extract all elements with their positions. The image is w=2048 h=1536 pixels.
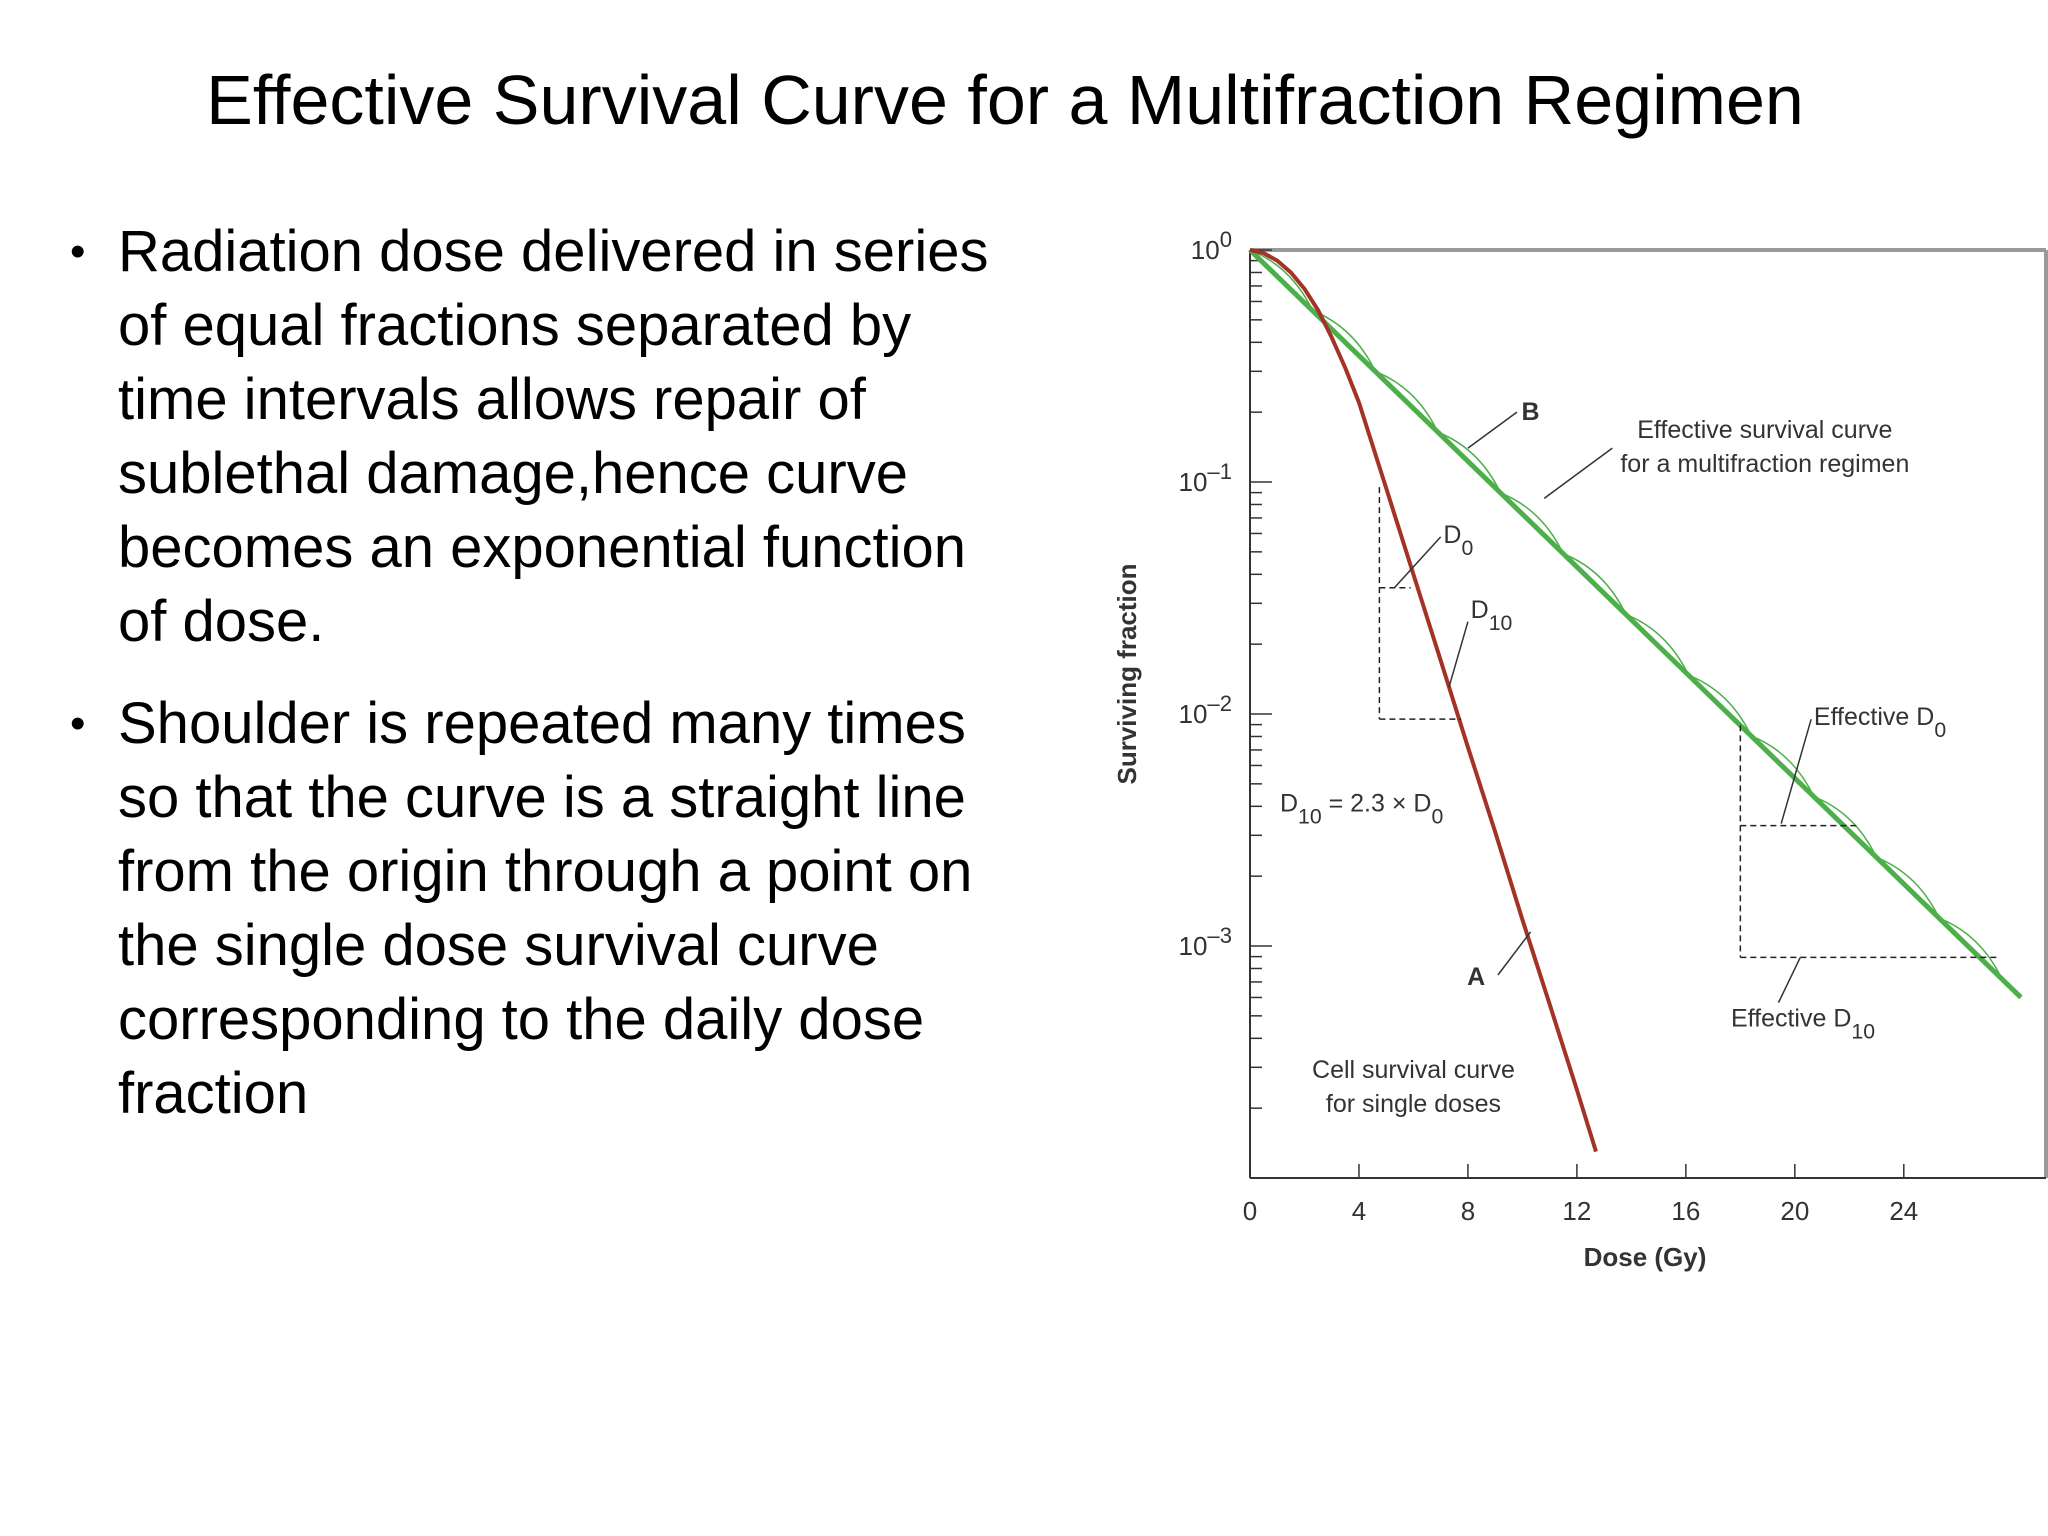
y-tick-label: 10–3: [1179, 923, 1233, 962]
single-dose-survival-curve-a: [1249, 248, 1598, 1153]
effective-curve-leader: [1543, 447, 1613, 499]
x-tick-label: 20: [1780, 1196, 1809, 1226]
effective-curve-label-line1: Effective survival curve: [1637, 416, 1892, 444]
x-tick-label: 16: [1671, 1196, 1700, 1226]
eff-d10-leader: [1777, 957, 1801, 1003]
x-axis-label: Dose (Gy): [1584, 1242, 1707, 1272]
eff-d10-label: Effective D10: [1731, 1004, 1875, 1043]
effective-curve-label-line2: for a multifraction regimen: [1620, 450, 1909, 478]
y-tick-label: 100: [1191, 227, 1232, 266]
y-tick-label: 10–2: [1179, 691, 1233, 730]
d0-leader: [1393, 536, 1442, 589]
d10-relation-label: D10 = 2.3 × D0: [1280, 789, 1443, 828]
curve-b-label: B: [1522, 398, 1540, 426]
bullet-dot-icon: •: [70, 227, 86, 276]
bullet-list: • Radiation dose delivered in series of …: [70, 215, 1030, 1159]
repeated-shoulder-segment: [1938, 917, 2003, 980]
repeated-shoulder-segment: [1688, 674, 1752, 737]
repeated-shoulder-segment: [1750, 735, 1815, 798]
eff-d0-leader: [1780, 718, 1812, 824]
single-dose-label-line1: Cell survival curve: [1312, 1056, 1515, 1084]
effective-survival-curve-b: [1248, 248, 2023, 1000]
x-tick-label: 12: [1562, 1196, 1591, 1226]
x-tick-label: 0: [1243, 1196, 1257, 1226]
repeated-shoulder-segment: [1625, 613, 1690, 676]
d10-leader: [1448, 621, 1469, 688]
y-tick-label: 10–1: [1179, 459, 1233, 498]
eff-d0-label: Effective D0: [1814, 703, 1946, 742]
d0-label: D0: [1443, 521, 1473, 560]
survival-curve-figure: B Effective survival curve for a multifrac…: [1100, 220, 2048, 1280]
bullet-item: • Radiation dose delivered in series of …: [70, 215, 1030, 659]
x-tick-label: 24: [1889, 1196, 1918, 1226]
survival-chart: B Effective survival curve for a multifrac…: [1112, 227, 2048, 1272]
repeated-shoulder-segment: [1876, 856, 1940, 919]
d10-label: D10: [1471, 596, 1513, 635]
bullet-text: Shoulder is repeated many times so that …: [118, 691, 973, 1126]
y-axis-label: Surviving fraction: [1112, 563, 1142, 784]
bullet-dot-icon: •: [70, 699, 86, 748]
repeated-shoulder-segment: [1562, 553, 1627, 615]
x-tick-label: 4: [1352, 1196, 1366, 1226]
repeated-shoulder-segment: [1437, 431, 1502, 494]
a-leader-line: [1497, 931, 1532, 976]
bullet-item: • Shoulder is repeated many times so tha…: [70, 687, 1030, 1131]
curve-a-label: A: [1467, 963, 1485, 991]
repeated-shoulder-segment: [1813, 796, 1878, 858]
repeated-shoulder-segment: [1500, 492, 1564, 555]
x-tick-label: 8: [1461, 1196, 1475, 1226]
slide-title: Effective Survival Curve for a Multifrac…: [206, 61, 1804, 139]
single-dose-label-line2: for single doses: [1326, 1090, 1501, 1118]
bullet-text: Radiation dose delivered in series of eq…: [118, 219, 989, 654]
b-leader-line: [1467, 411, 1518, 449]
repeated-shoulder-segment: [1375, 370, 1439, 433]
